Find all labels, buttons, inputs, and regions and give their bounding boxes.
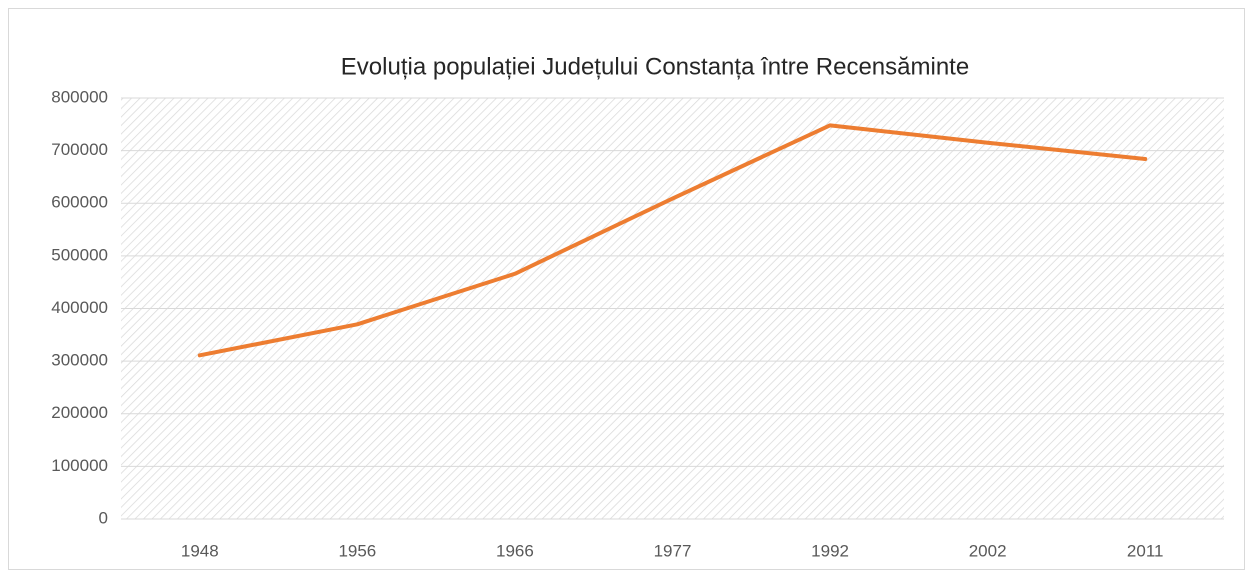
y-tick-label: 500000 — [51, 245, 108, 264]
chart-title: Evoluția populației Județului Constanța … — [341, 53, 969, 80]
y-tick-label: 300000 — [51, 351, 108, 370]
y-tick-label: 100000 — [51, 456, 108, 475]
x-tick-label: 2002 — [969, 541, 1007, 560]
x-tick-label: 1966 — [496, 541, 534, 560]
y-tick-label: 0 — [99, 508, 108, 527]
y-tick-label: 800000 — [51, 87, 108, 106]
y-tick-label: 600000 — [51, 193, 108, 212]
y-tick-label: 700000 — [51, 140, 108, 159]
x-tick-label: 1992 — [811, 541, 849, 560]
line-series — [197, 123, 1148, 358]
y-tick-label: 400000 — [51, 298, 108, 317]
x-tick-label: 1956 — [338, 541, 376, 560]
x-tick-label: 1977 — [654, 541, 692, 560]
y-tick-label: 200000 — [51, 403, 108, 422]
x-tick-label: 2011 — [1127, 541, 1164, 560]
x-tick-label: 1948 — [181, 541, 219, 560]
